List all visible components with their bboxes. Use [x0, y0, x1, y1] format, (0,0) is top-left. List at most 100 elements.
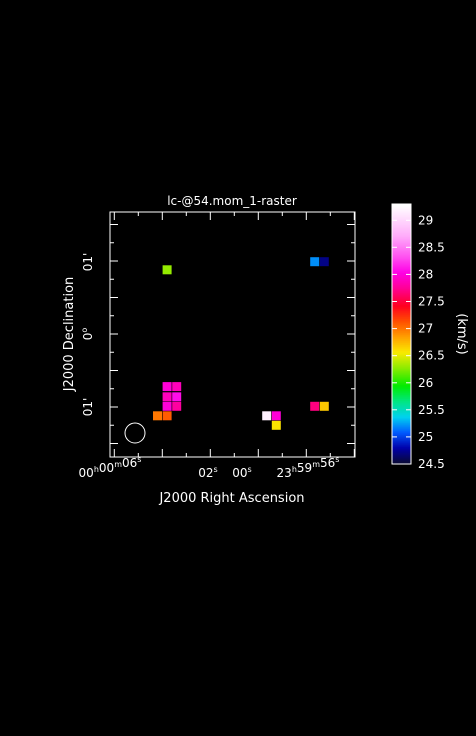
colorbar-strip: [392, 454, 411, 457]
colorbar-strip: [392, 398, 411, 401]
colorbar-strip: [392, 390, 411, 393]
colorbar-strip: [392, 372, 411, 375]
colorbar-strip: [392, 332, 411, 335]
colorbar-strip: [392, 362, 411, 365]
colorbar-strip: [392, 282, 411, 285]
colorbar-strip: [392, 370, 411, 373]
colorbar-strips: [392, 204, 411, 465]
colorbar-ticks: [392, 219, 411, 465]
data-pixel: [172, 392, 182, 402]
colorbar-strip: [392, 314, 411, 317]
colorbar-strip: [392, 248, 411, 251]
data-pixel: [319, 257, 329, 267]
colorbar-strip: [392, 460, 411, 463]
colorbar-strip: [392, 278, 411, 281]
colorbar-strip: [392, 242, 411, 245]
colorbar-strip: [392, 346, 411, 349]
data-pixel: [310, 401, 320, 411]
colorbar-strip: [392, 292, 411, 295]
colorbar-strip: [392, 290, 411, 293]
colorbar-strip: [392, 304, 411, 307]
data-pixel: [153, 411, 162, 421]
colorbar-strip: [392, 234, 411, 237]
data-pixel: [271, 420, 281, 430]
colorbar-strip: [392, 246, 411, 249]
colorbar-strip: [392, 220, 411, 223]
colorbar-strip: [392, 236, 411, 239]
colorbar-strip: [392, 210, 411, 213]
colorbar-strip: [392, 432, 411, 435]
colorbar-strip: [392, 334, 411, 337]
colorbar-strip: [392, 376, 411, 379]
x-tick-label: 00s: [232, 465, 251, 480]
colorbar-strip: [392, 308, 411, 311]
colorbar-strip: [392, 320, 411, 323]
colorbar-strip: [392, 392, 411, 395]
colorbar-strip: [392, 226, 411, 229]
colorbar-strip: [392, 336, 411, 339]
colorbar-strip: [392, 288, 411, 291]
colorbar-strip: [392, 256, 411, 259]
colorbar-strip: [392, 418, 411, 421]
colorbar-strip: [392, 356, 411, 359]
data-pixel: [162, 265, 172, 275]
colorbar-tick-label: 27: [418, 322, 433, 336]
colorbar-strip: [392, 302, 411, 305]
colorbar-strip: [392, 232, 411, 235]
pixel-layer: [153, 257, 329, 430]
colorbar-strip: [392, 276, 411, 279]
colorbar-strip: [392, 396, 411, 399]
colorbar-strip: [392, 444, 411, 447]
colorbar-strip: [392, 434, 411, 437]
colorbar-strip: [392, 440, 411, 443]
y-tick-label: 01': [81, 398, 95, 417]
colorbar-strip: [392, 410, 411, 413]
colorbar-strip: [392, 442, 411, 445]
colorbar-strip: [392, 426, 411, 429]
colorbar-strip: [392, 436, 411, 439]
colorbar-strip: [392, 330, 411, 333]
data-pixel: [172, 382, 182, 392]
colorbar-strip: [392, 366, 411, 369]
colorbar-strip: [392, 284, 411, 287]
y-axis-label: J2000 Declination: [62, 277, 77, 393]
colorbar-strip: [392, 458, 411, 461]
colorbar-strip: [392, 280, 411, 283]
colorbar-strip: [392, 306, 411, 309]
colorbar-tick-label: 24.5: [418, 457, 445, 471]
colorbar-strip: [392, 208, 411, 211]
colorbar-strip: [392, 286, 411, 289]
colorbar-strip: [392, 230, 411, 233]
colorbar-strip: [392, 386, 411, 389]
colorbar-strip: [392, 350, 411, 353]
colorbar-strip: [392, 316, 411, 319]
colorbar-strip: [392, 452, 411, 455]
colorbar-strip: [392, 318, 411, 321]
colorbar-tick-label: 29: [418, 213, 433, 227]
colorbar-strip: [392, 378, 411, 381]
colorbar-strip: [392, 338, 411, 341]
colorbar-strip: [392, 228, 411, 231]
colorbar-strip: [392, 328, 411, 331]
colorbar-tick-label: 28.5: [418, 240, 445, 254]
colorbar-strip: [392, 204, 411, 207]
colorbar-strip: [392, 448, 411, 451]
colorbar-tick-label: 26: [418, 376, 433, 390]
colorbar-strip: [392, 402, 411, 405]
tick-layer: [110, 212, 355, 457]
colorbar-strip: [392, 324, 411, 327]
colorbar-strip: [392, 268, 411, 271]
colorbar-strip: [392, 260, 411, 263]
data-pixel: [310, 257, 320, 267]
colorbar-strip: [392, 250, 411, 253]
colorbar-tick-label: 25: [418, 430, 433, 444]
colorbar-strip: [392, 384, 411, 387]
colorbar-strip: [392, 266, 411, 269]
data-pixel: [162, 382, 172, 392]
colorbar-strip: [392, 252, 411, 255]
colorbar-strip: [392, 414, 411, 417]
colorbar-strip: [392, 358, 411, 361]
colorbar-strip: [392, 312, 411, 315]
data-pixel: [172, 401, 182, 411]
colorbar-strip: [392, 422, 411, 425]
